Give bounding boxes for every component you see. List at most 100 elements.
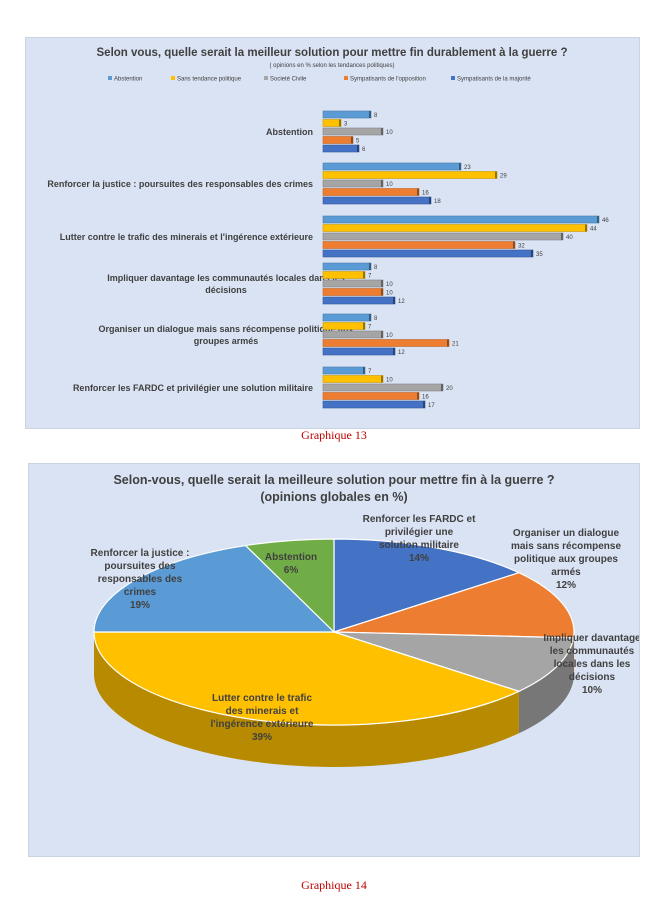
bar-end xyxy=(339,119,341,127)
bar xyxy=(322,383,444,392)
pie-slice xyxy=(93,544,336,633)
data-label: 20 xyxy=(446,386,453,392)
bar xyxy=(322,249,534,258)
chart-title: Selon vous, quelle serait la meilleur so… xyxy=(97,47,568,59)
bar xyxy=(322,144,360,153)
bar xyxy=(322,375,384,383)
bar-end xyxy=(363,322,365,330)
bar-end xyxy=(441,384,443,391)
bar-end xyxy=(495,171,497,179)
bar-end xyxy=(351,136,353,144)
data-label: 8 xyxy=(374,316,378,322)
pie-label: Abstention 6% xyxy=(265,552,317,576)
pie-slice-side xyxy=(518,637,574,734)
bar xyxy=(322,279,384,288)
bar-end xyxy=(429,197,431,204)
pie-slice xyxy=(333,538,521,633)
data-label: 32 xyxy=(518,244,525,250)
bar xyxy=(322,162,462,171)
data-label: 12 xyxy=(398,350,405,356)
data-label: 3 xyxy=(344,122,348,128)
bar xyxy=(322,136,354,144)
bar xyxy=(322,347,396,356)
bar xyxy=(322,271,366,279)
data-label: 35 xyxy=(536,252,543,258)
bar-end xyxy=(381,128,383,135)
caption-graphique-14: Graphique 14 xyxy=(301,878,367,892)
bar-end xyxy=(393,297,395,304)
bar xyxy=(322,241,516,249)
data-label: 8 xyxy=(374,113,378,119)
bar-end xyxy=(369,314,371,321)
bar-end xyxy=(447,339,449,347)
pie-slice xyxy=(333,572,575,639)
bar xyxy=(322,127,384,136)
data-label: 7 xyxy=(368,325,372,331)
pie-label: Renforcer les FARDC et privilégier une sol… xyxy=(363,514,476,564)
bar-end xyxy=(531,250,533,257)
bar xyxy=(322,179,384,188)
bar-end xyxy=(423,401,425,408)
data-label: 10 xyxy=(386,333,393,339)
pie-slice xyxy=(93,631,521,726)
data-label: 44 xyxy=(590,227,597,233)
category-label: Lutter contre le trafic des minerais et … xyxy=(60,232,313,242)
data-label: 10 xyxy=(386,130,393,136)
chart-subtitle: (opinions globales en %) xyxy=(260,490,407,504)
caption-graphique-13: Graphique 13 xyxy=(301,428,367,442)
bar xyxy=(322,171,498,179)
bar-end xyxy=(459,163,461,170)
legend-swatch xyxy=(264,76,268,80)
bar-end xyxy=(381,288,383,296)
data-label: 21 xyxy=(452,342,459,348)
bar xyxy=(322,188,420,196)
pie-label: Renforcer la justice : poursuites des resp… xyxy=(91,548,190,611)
bar xyxy=(322,110,372,119)
data-label: 46 xyxy=(602,218,609,224)
data-label: 16 xyxy=(422,395,429,401)
data-label: 5 xyxy=(356,139,360,145)
pie-chart-panel: Selon-vous, quelle serait la meilleure s… xyxy=(28,463,641,857)
legend-swatch xyxy=(344,76,348,80)
bar-end xyxy=(357,145,359,152)
data-label: 10 xyxy=(386,378,393,384)
pie-slice xyxy=(244,538,335,634)
bar-end xyxy=(381,331,383,338)
bar xyxy=(322,400,426,409)
bar-end xyxy=(369,111,371,118)
bar xyxy=(322,322,366,330)
bar xyxy=(322,232,564,241)
category-label: Abstention xyxy=(266,127,313,137)
bar xyxy=(322,215,600,224)
bar xyxy=(322,288,384,296)
chart-title: Selon-vous, quelle serait la meilleure s… xyxy=(113,473,554,487)
data-label: 23 xyxy=(464,165,471,171)
data-label: 12 xyxy=(398,299,405,305)
bar xyxy=(322,196,432,205)
category-label: Organiser un dialogue mais sans récompen… xyxy=(98,324,353,346)
bar xyxy=(322,330,384,339)
data-label: 18 xyxy=(434,199,441,205)
legend-label: Societé Civile xyxy=(270,77,307,83)
legend-swatch xyxy=(451,76,455,80)
legend-swatch xyxy=(171,76,175,80)
category-label: Impliquer davantage les communautés loca… xyxy=(107,273,345,295)
category-label: Renforcer la justice : poursuites des re… xyxy=(47,179,313,189)
bar xyxy=(322,392,420,400)
bar-end xyxy=(597,216,599,223)
pie-slice xyxy=(333,631,575,692)
pie-label: Organiser un dialogue mais sans récompens… xyxy=(511,528,621,591)
bar-end xyxy=(363,367,365,374)
bar xyxy=(322,224,588,232)
bar-end xyxy=(585,224,587,232)
pie-label: Impliquer davantage les communautés locale… xyxy=(543,633,639,696)
data-label: 7 xyxy=(368,274,372,280)
data-label: 16 xyxy=(422,191,429,197)
bar-end xyxy=(369,263,371,270)
data-label: 10 xyxy=(386,282,393,288)
bar xyxy=(322,339,450,347)
legend-swatch xyxy=(108,76,112,80)
bar-chart: Selon vous, quelle serait la meilleur so… xyxy=(47,47,609,409)
data-label: 40 xyxy=(566,235,573,241)
bar-end xyxy=(381,280,383,287)
